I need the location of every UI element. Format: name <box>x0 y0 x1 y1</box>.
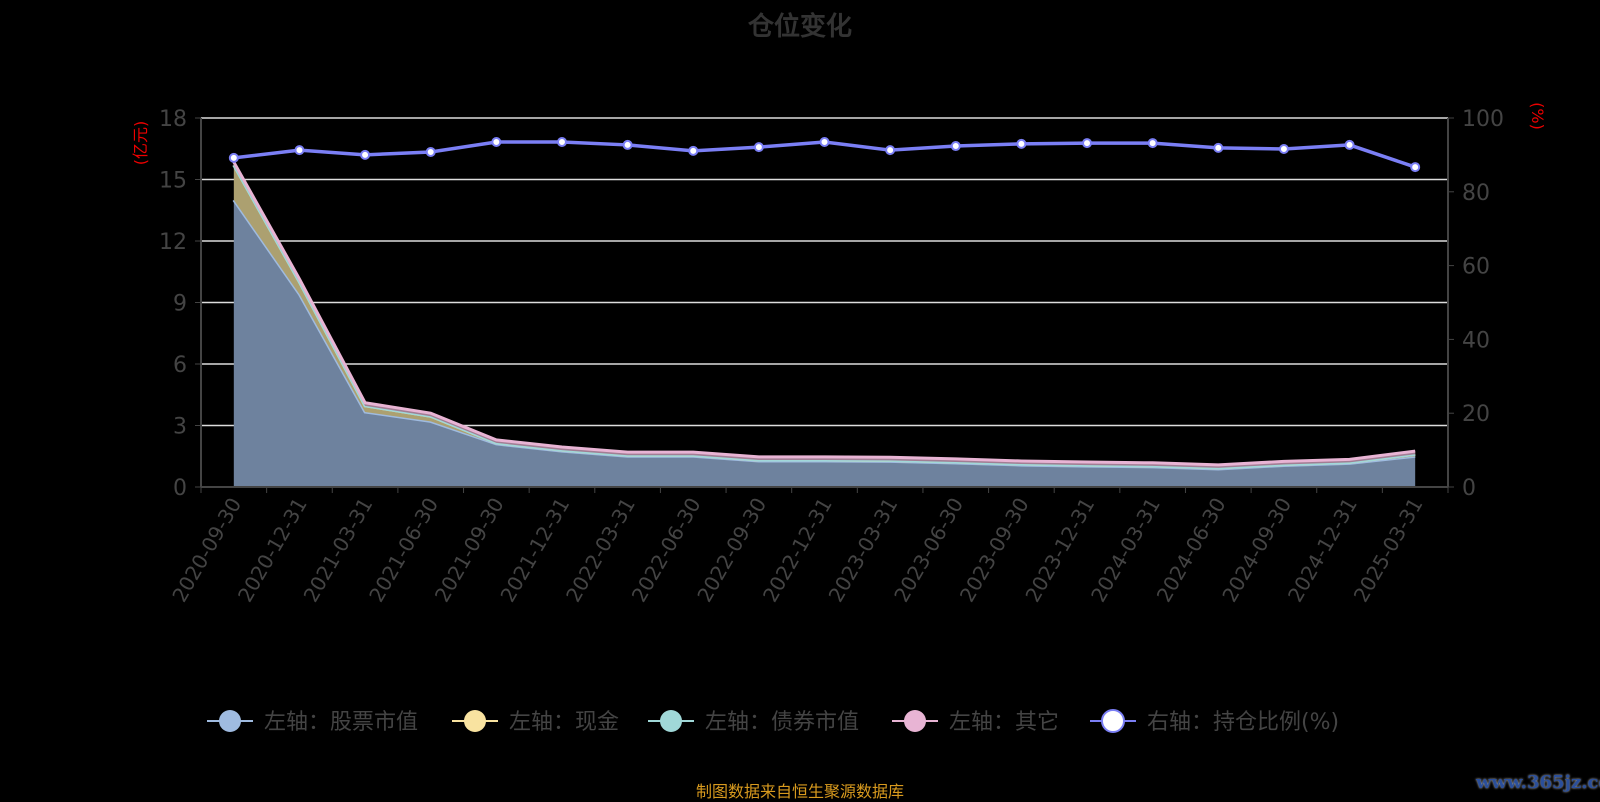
ratio-point <box>1344 139 1355 150</box>
ratio-point <box>1016 138 1027 149</box>
y2-tick-label: 100 <box>1462 107 1504 132</box>
ratio-point <box>1213 142 1224 153</box>
y2-tick-label: 20 <box>1462 402 1490 427</box>
legend-symbol <box>219 710 241 732</box>
x-tick-label: 2022-12-31 <box>758 494 837 607</box>
x-tick-label: 2022-03-31 <box>561 494 640 607</box>
x-tick-label: 2023-06-30 <box>889 494 968 607</box>
x-tick-label: 2021-12-31 <box>495 494 574 607</box>
x-tick-label: 2023-12-31 <box>1020 494 1099 607</box>
y-tick-label: 15 <box>159 169 187 194</box>
legend-item-1[interactable]: 左轴：现金 <box>452 710 619 735</box>
y2-tick-label: 80 <box>1462 181 1490 206</box>
x-tick-label: 2023-03-31 <box>824 494 903 607</box>
source-note: 制图数据来自恒生聚源数据库 <box>695 782 904 801</box>
legend-label: 左轴：其它 <box>949 710 1059 735</box>
ratio-point <box>622 139 633 150</box>
legend-symbol <box>904 710 926 732</box>
ratio-point <box>556 136 567 147</box>
y2-tick-label: 40 <box>1462 328 1490 353</box>
ratio-point <box>819 136 830 147</box>
legend-label: 左轴：债券市值 <box>705 710 859 735</box>
x-tick-label: 2025-03-31 <box>1349 494 1428 607</box>
legend-item-4[interactable]: 右轴：持仓比例(%) <box>1090 709 1339 735</box>
y-axis-label: (亿元) <box>131 121 150 166</box>
legend-item-0[interactable]: 左轴：股票市值 <box>207 710 418 735</box>
x-tick-label: 2020-12-31 <box>233 494 312 607</box>
legend-symbol <box>1101 709 1125 733</box>
y2-axis-label: (%) <box>1528 102 1547 130</box>
legend-item-3[interactable]: 左轴：其它 <box>892 710 1059 735</box>
ratio-point <box>1410 162 1421 173</box>
y-tick-label: 0 <box>173 476 187 501</box>
legend-symbol <box>660 710 682 732</box>
ratio-point <box>885 145 896 156</box>
ratio-point <box>228 152 239 163</box>
y-tick-label: 3 <box>173 415 187 440</box>
legend-label: 右轴：持仓比例(%) <box>1147 710 1339 735</box>
x-tick-label: 2022-06-30 <box>627 494 706 607</box>
area-0 <box>233 200 1416 487</box>
ratio-point <box>753 142 764 153</box>
x-tick-label: 2024-12-31 <box>1283 494 1362 607</box>
legend-label: 左轴：股票市值 <box>264 710 418 735</box>
chart-title: 仓位变化 <box>747 12 852 42</box>
legend-label: 左轴：现金 <box>509 710 619 735</box>
area-line-3 <box>232 161 1416 467</box>
ratio-point <box>491 136 502 147</box>
ratio-point <box>425 146 436 157</box>
x-tick-label: 2023-09-30 <box>955 494 1034 607</box>
x-tick-label: 2021-06-30 <box>364 494 443 607</box>
y-tick-label: 6 <box>173 353 187 378</box>
y2-tick-label: 0 <box>1462 476 1476 501</box>
ratio-point <box>1082 138 1093 149</box>
x-tick-label: 2021-03-31 <box>299 494 378 607</box>
ratio-point <box>294 145 305 156</box>
watermark: www.365jz.com <box>1476 772 1600 793</box>
x-tick-label: 2022-09-30 <box>692 494 771 607</box>
ratio-point <box>1147 138 1158 149</box>
y-tick-label: 9 <box>173 292 187 317</box>
y-tick-label: 18 <box>159 107 187 132</box>
ratio-point <box>1278 143 1289 154</box>
legend-symbol <box>464 710 486 732</box>
x-tick-label: 2024-03-31 <box>1086 494 1165 607</box>
x-tick-label: 2020-09-30 <box>167 494 246 607</box>
legend-item-2[interactable]: 左轴：债券市值 <box>648 710 859 735</box>
ratio-point <box>950 141 961 152</box>
ratio-point <box>360 149 371 160</box>
x-tick-label: 2024-09-30 <box>1217 494 1296 607</box>
x-tick-label: 2024-06-30 <box>1152 494 1231 607</box>
x-tick-label: 2021-09-30 <box>430 494 509 607</box>
ratio-point <box>688 145 699 156</box>
y2-tick-label: 60 <box>1462 255 1490 280</box>
y-tick-label: 12 <box>159 230 187 255</box>
